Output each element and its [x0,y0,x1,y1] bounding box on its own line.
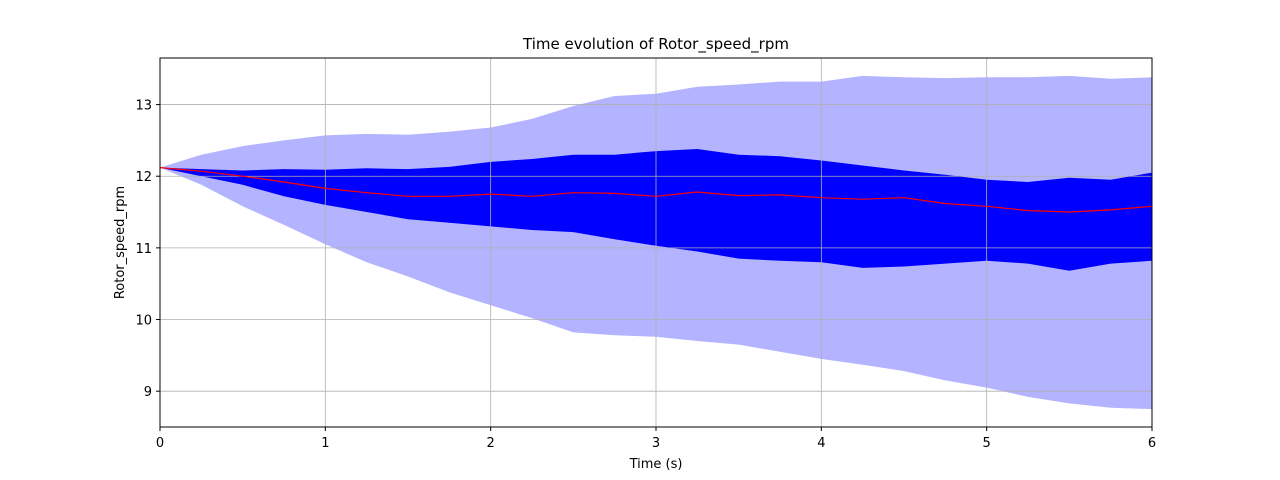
x-tick-label: 0 [156,436,164,451]
x-axis-title: Time (s) [629,457,683,472]
y-tick-label: 12 [135,170,152,185]
y-tick-label: 9 [144,385,152,400]
x-tick-label: 4 [817,436,825,451]
y-axis-title: Rotor_speed_rpm [113,186,128,299]
x-tick-label: 6 [1148,436,1156,451]
y-tick-label: 11 [135,242,152,257]
x-tick-label: 5 [983,436,991,451]
mean-line [159,167,1153,213]
x-tick-label: 3 [652,436,660,451]
chart-title: Time evolution of Rotor_speed_rpm [522,35,789,54]
y-tick-label: 13 [135,99,152,114]
x-tick-label: 2 [487,436,495,451]
x-tick-label: 1 [321,436,329,451]
y-tick-label: 10 [135,314,152,329]
